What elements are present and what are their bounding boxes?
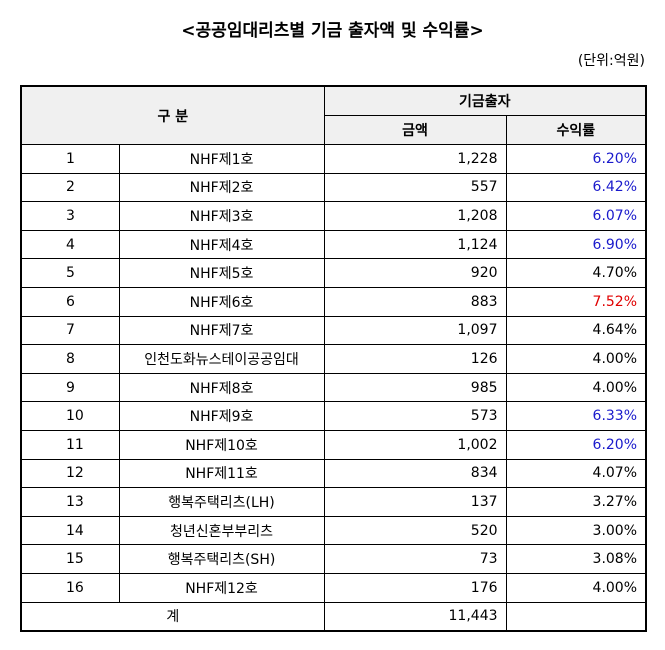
header-cell: 기금출자	[323, 85, 647, 116]
empty-cell	[505, 601, 647, 632]
row: 5 NHF제5호 920 4.70%	[20, 258, 647, 288]
row-name: 행복주택리츠(LH)	[118, 487, 325, 517]
row: 9 NHF제8호 985 4.00%	[20, 372, 647, 403]
amount: 1,097	[323, 315, 507, 346]
rate: 4.64%	[505, 315, 647, 346]
row-number: 2	[20, 172, 120, 203]
row-name: NHF제4호	[118, 229, 325, 260]
amount: 883	[323, 286, 507, 317]
amount: 557	[323, 172, 507, 203]
row-name: NHF제10호	[118, 429, 325, 460]
row: 1 NHF제1호 1,228 6.20%	[20, 144, 647, 174]
rate: 4.07%	[505, 458, 647, 489]
rate: 4.00%	[505, 372, 647, 403]
row-number: 7	[20, 315, 120, 346]
row-name: NHF제7호	[118, 315, 325, 346]
row-number: 8	[20, 344, 120, 374]
title: <공공임대리츠별 기금 출자액 및 수익률>	[181, 21, 484, 41]
amount: 1,002	[323, 429, 507, 460]
total-label: 계	[20, 601, 325, 632]
row-name: NHF제9호	[118, 401, 325, 431]
rate: 3.00%	[505, 515, 647, 546]
rate: 7.52%	[505, 286, 647, 317]
amount: 137	[323, 487, 507, 517]
row-name: NHF제8호	[118, 372, 325, 403]
rate: 6.07%	[505, 201, 647, 231]
amount: 1,228	[323, 144, 507, 174]
amount: 176	[323, 572, 507, 603]
row: 14 청년신혼부부리츠 520 3.00%	[20, 515, 647, 546]
row-name: NHF제1호	[118, 144, 325, 174]
amount: 73	[323, 544, 507, 574]
rate: 6.90%	[505, 229, 647, 260]
row-number: 12	[20, 458, 120, 489]
row-number: 5	[20, 258, 120, 288]
row: 4 NHF제4호 1,124 6.90%	[20, 229, 647, 260]
rate: 3.27%	[505, 487, 647, 517]
row-name: NHF제11호	[118, 458, 325, 489]
rate: 6.42%	[505, 172, 647, 203]
row-number: 3	[20, 201, 120, 231]
rate: 6.33%	[505, 401, 647, 431]
row-number: 11	[20, 429, 120, 460]
row: 6 NHF제6호 883 7.52%	[20, 286, 647, 317]
row-number: 4	[20, 229, 120, 260]
row-name: 청년신혼부부리츠	[118, 515, 325, 546]
header-cell: 금액	[323, 115, 507, 145]
row-name: 인천도화뉴스테이공공임대	[118, 344, 325, 374]
amount: 1,208	[323, 201, 507, 231]
row-name: 행복주택리츠(SH)	[118, 544, 325, 574]
amount: 573	[323, 401, 507, 431]
rate: 4.00%	[505, 572, 647, 603]
table: 구 분 기금출자 금액 수익률 1 NHF제1호 1,228 6.20% 2 NHF제2호…	[20, 85, 648, 633]
row: 15 행복주택리츠(SH) 73 3.08%	[20, 544, 647, 574]
row: 12 NHF제11호 834 4.07%	[20, 458, 647, 489]
row-number: 6	[20, 286, 120, 317]
row-number: 16	[20, 572, 120, 603]
row-number: 13	[20, 487, 120, 517]
row: 10 NHF제9호 573 6.33%	[20, 401, 647, 431]
row-name: NHF제6호	[118, 286, 325, 317]
row-number: 1	[20, 144, 120, 174]
amount: 920	[323, 258, 507, 288]
total-amount: 11,443	[323, 601, 507, 632]
unit: (단위:억원)	[577, 53, 645, 69]
amount: 126	[323, 344, 507, 374]
row: 8 인천도화뉴스테이공공임대 126 4.00%	[20, 344, 647, 374]
rate: 4.70%	[505, 258, 647, 288]
total-row: 계 11,443	[20, 601, 647, 632]
amount: 520	[323, 515, 507, 546]
row-number: 14	[20, 515, 120, 546]
row-number: 10	[20, 401, 120, 431]
row: 3 NHF제3호 1,208 6.07%	[20, 201, 647, 231]
rate: 4.00%	[505, 344, 647, 374]
header-cell: 수익률	[505, 115, 647, 145]
row-name: NHF제12호	[118, 572, 325, 603]
row: 13 행복주택리츠(LH) 137 3.27%	[20, 487, 647, 517]
amount: 834	[323, 458, 507, 489]
row: 11 NHF제10호 1,002 6.20%	[20, 429, 647, 460]
rate: 6.20%	[505, 144, 647, 174]
row: 7 NHF제7호 1,097 4.64%	[20, 315, 647, 346]
row-name: NHF제2호	[118, 172, 325, 203]
row: 2 NHF제2호 557 6.42%	[20, 172, 647, 203]
rate: 6.20%	[505, 429, 647, 460]
rate: 3.08%	[505, 544, 647, 574]
row-name: NHF제5호	[118, 258, 325, 288]
row: 16 NHF제12호 176 4.00%	[20, 572, 647, 603]
row-name: NHF제3호	[118, 201, 325, 231]
row-number: 15	[20, 544, 120, 574]
amount: 985	[323, 372, 507, 403]
amount: 1,124	[323, 229, 507, 260]
row-number: 9	[20, 372, 120, 403]
header-cell: 구 분	[20, 85, 325, 145]
